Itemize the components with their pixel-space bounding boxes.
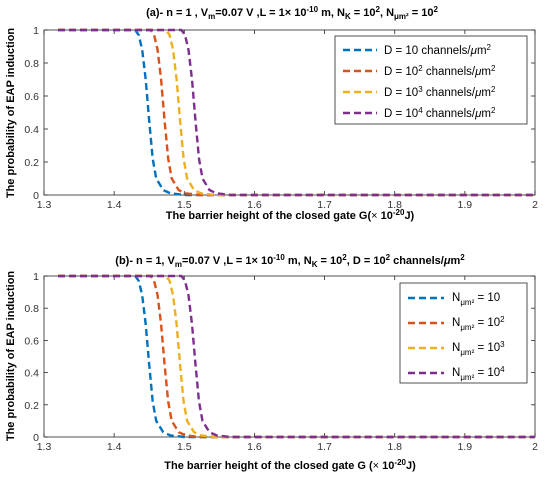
series-line-3 [58,274,535,439]
y-tick-label: 0.2 [24,400,39,412]
x-tick-label: 1.3 [37,441,52,453]
x-tick-label: 1.8 [387,199,402,211]
panel-b-x-axis-label: The barrier height of the closed gate G … [164,458,416,472]
y-tick-label: 0.4 [24,368,39,380]
panel-b-legend-label-2: Nμm² = 102 [452,315,505,332]
series-line-2 [58,274,535,439]
panel-a: (a)- n = 1 , Vm=0.07 V ,L = 1× 10-10 m, … [24,5,538,222]
series-line-1 [58,274,535,439]
x-tick-label: 1.8 [387,441,402,453]
y-tick-label: 0.4 [24,124,39,136]
y-tick-label: 1 [33,25,39,37]
series-line-3 [58,28,535,197]
panel-a-title: (a)- n = 1 , Vm=0.07 V ,L = 1× 10-10 m, … [146,5,438,21]
panel-b-y-axis-label: The probability of EAP induction [5,271,17,442]
x-tick-label: 1.6 [247,199,262,211]
x-tick-label: 2 [532,199,538,211]
x-tick-label: 1.7 [317,441,332,453]
panel-b-legend-label-3: Nμm² = 103 [452,340,505,357]
series-line-1 [58,28,535,197]
panel-a-legend-label-1: D = 10 channels/μm2 [384,43,492,57]
panel-b-plot-lines [58,274,535,439]
series-line-4 [58,28,535,197]
panel-a-x-axis-label: The barrier height of the closed gate G(… [166,208,415,222]
y-tick-label: 1 [33,271,39,283]
panel-a-plot-lines [58,28,535,197]
y-tick-label: 0.2 [24,157,39,169]
x-tick-label: 1.9 [458,441,473,453]
series-line-2 [58,28,535,197]
y-tick-label: 0.6 [24,91,39,103]
panel-b-legend: Nμm² = 10 Nμm² = 102 Nμm² = 103 Nμm² = 1… [399,282,528,384]
panel-b-legend-box [399,282,528,384]
x-tick-label: 2 [532,441,538,453]
x-tick-label: 1.4 [107,441,122,453]
y-tick-label: 0 [33,432,39,444]
panel-b-legend-label-4: Nμm² = 104 [452,365,505,382]
x-tick-label: 1.5 [177,441,192,453]
panel-a-y-axis-label: The probability of EAP induction [5,28,17,199]
y-tick-label: 0.6 [24,335,39,347]
y-tick-label: 0.8 [24,58,39,70]
panel-b: (b)- n = 1, Vm=0.07 V ,L = 1× 10-10 m, N… [24,253,538,472]
x-tick-label: 1.7 [317,199,332,211]
panel-b-title: (b)- n = 1, Vm=0.07 V ,L = 1× 10-10 m, N… [115,253,465,269]
panel-b-ticks: 1.3 1.4 1.5 1.6 1.7 1.8 1.9 2 0 0.2 0.4 0.6 0.8 1 [24,271,538,453]
x-tick-label: 1.5 [177,199,192,211]
x-tick-label: 1.6 [247,441,262,453]
panel-a-legend-label-3: D = 103 channels/μm2 [384,85,496,99]
panel-a-legend-label-4: D = 104 channels/μm2 [384,106,496,120]
series-line-4 [58,274,535,439]
x-tick-label: 1.3 [37,199,52,211]
x-tick-label: 1.9 [458,199,473,211]
y-tick-label: 0.8 [24,303,39,315]
panel-a-legend-label-2: D = 102 channels/μm2 [384,64,496,78]
y-tick-label: 0 [33,190,39,202]
x-tick-label: 1.4 [107,199,122,211]
panel-a-legend: D = 10 channels/μm2 D = 102 channels/μm2… [334,35,528,125]
